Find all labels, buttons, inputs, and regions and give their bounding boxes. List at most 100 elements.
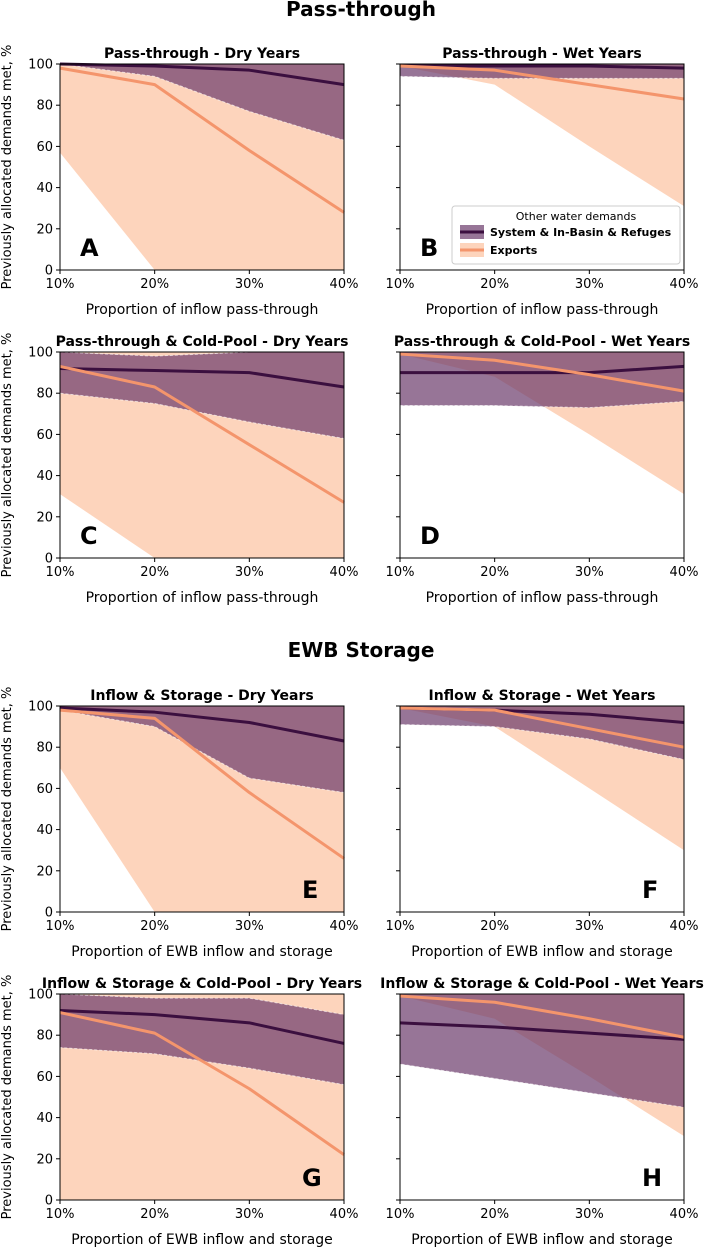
x-tick-label: 10% <box>46 919 75 934</box>
panel-letter: A <box>80 234 99 262</box>
y-tick-label: 60 <box>36 782 53 797</box>
y-tick-label: 80 <box>36 387 53 402</box>
y-tick-label: 0 <box>45 264 53 279</box>
plot-frame <box>59 993 345 1201</box>
x-tick-label: 10% <box>386 1207 415 1222</box>
panel-d: 10% 20% 30% 40% Proportion of inflow pass-th… <box>386 334 699 606</box>
x-tick-label: 20% <box>480 277 509 292</box>
exports-line <box>59 66 345 214</box>
x-tick-label: 10% <box>46 1207 75 1222</box>
panel-title: Pass-through & Cold-Pool - Wet Years <box>394 334 690 350</box>
y-tick-label: 100 <box>28 988 53 1003</box>
panel-f: 10% 20% 30% 40% Proportion of EWB inflow and… <box>386 688 699 960</box>
y-tick-label: 100 <box>28 700 53 715</box>
y-tick-label: 80 <box>36 99 53 114</box>
x-tick-label: 30% <box>235 565 264 580</box>
plot-frame <box>399 351 685 559</box>
x-tick-label: 40% <box>670 565 699 580</box>
y-tick-label: 20 <box>36 510 53 525</box>
y-axis-label: Previously allocated demands met, % <box>0 333 15 578</box>
exports-line <box>399 994 685 1039</box>
exports-line <box>59 364 345 504</box>
x-axis-label: Proportion of EWB inflow and storage <box>71 1232 332 1248</box>
x-axis-label: Proportion of EWB inflow and storage <box>411 1232 672 1248</box>
x-tick-label: 30% <box>575 919 604 934</box>
section-title-ewb-storage: EWB Storage <box>288 638 435 662</box>
y-tick-label: 60 <box>36 1070 53 1085</box>
x-tick-label: 20% <box>480 1207 509 1222</box>
y-tick-label: 60 <box>36 428 53 443</box>
system-band <box>399 351 685 409</box>
panel-title: Inflow & Storage & Cold-Pool - Wet Years <box>380 976 704 992</box>
legend-title: Other water demands <box>516 210 637 223</box>
exports-line <box>59 1011 345 1156</box>
y-tick-label: 40 <box>36 181 53 196</box>
y-axis-label: Previously allocated demands met, % <box>0 975 15 1220</box>
x-tick-label: 40% <box>330 919 359 934</box>
y-tick-label: 0 <box>45 906 53 921</box>
x-tick-label: 30% <box>235 277 264 292</box>
y-tick-label: 40 <box>36 823 53 838</box>
plot-frame <box>399 63 685 271</box>
plot-frame <box>399 705 685 913</box>
x-tick-label: 40% <box>330 565 359 580</box>
panel-letter: F <box>642 876 658 904</box>
x-tick-label: 40% <box>330 277 359 292</box>
legend: Other water demands System & In-Basin & R… <box>451 205 681 265</box>
x-axis-label: Proportion of inflow pass-through <box>426 302 659 318</box>
panel-a: 10% 20% 30% 40% 0 20 40 60 80 100 Proportion of in… <box>0 45 358 318</box>
x-tick-label: 20% <box>480 919 509 934</box>
x-tick-label: 20% <box>140 919 169 934</box>
x-tick-label: 20% <box>140 565 169 580</box>
x-tick-label: 30% <box>235 919 264 934</box>
system-line <box>59 62 345 87</box>
panel-title: Pass-through - Wet Years <box>442 46 642 62</box>
x-tick-label: 30% <box>575 565 604 580</box>
legend-label-system: System & In-Basin & Refuges <box>490 226 672 239</box>
panel-b: 10% 20% 30% 40% Proportion of inflow pass-th… <box>386 46 699 318</box>
panel-c: 10% 20% 30% 40% 0 20 40 60 80 100 Proportion of in… <box>0 333 358 606</box>
y-tick-label: 40 <box>36 469 53 484</box>
y-axis-label: Previously allocated demands met, % <box>0 45 15 290</box>
panel-g: 10% 20% 30% 40% 0 20 40 60 80 100 Proportion of EW… <box>0 975 362 1248</box>
y-tick-label: 20 <box>36 864 53 879</box>
x-axis-label: Proportion of inflow pass-through <box>86 590 319 606</box>
x-tick-label: 10% <box>386 919 415 934</box>
legend-label-exports: Exports <box>490 244 538 257</box>
panel-letter: C <box>80 522 98 550</box>
system-line <box>59 706 345 743</box>
y-tick-label: 80 <box>36 741 53 756</box>
x-tick-label: 30% <box>235 1207 264 1222</box>
y-tick-label: 40 <box>36 1111 53 1126</box>
system-line <box>400 64 685 70</box>
panel-title: Pass-through & Cold-Pool - Dry Years <box>56 334 349 350</box>
y-tick-label: 100 <box>28 58 53 73</box>
x-tick-label: 30% <box>575 277 604 292</box>
plot-frame <box>59 351 345 559</box>
y-tick-label: 60 <box>36 140 53 155</box>
section-title-pass-through: Pass-through <box>286 0 436 21</box>
x-axis-label: Proportion of inflow pass-through <box>86 302 319 318</box>
y-axis-label: Previously allocated demands met, % <box>0 687 15 932</box>
panel-letter: H <box>642 1164 662 1192</box>
x-tick-label: 10% <box>386 277 415 292</box>
plot-frame <box>399 993 685 1201</box>
x-tick-label: 10% <box>46 277 75 292</box>
y-tick-label: 100 <box>28 346 53 361</box>
panel-letter: E <box>302 876 318 904</box>
y-tick-label: 80 <box>36 1029 53 1044</box>
y-tick-label: 20 <box>36 1152 53 1167</box>
system-line <box>400 364 685 375</box>
panel-h: 10% 20% 30% 40% Proportion of EWB inflow and… <box>380 976 704 1248</box>
y-tick-label: 0 <box>45 552 53 567</box>
x-tick-label: 40% <box>670 919 699 934</box>
x-tick-label: 20% <box>140 1207 169 1222</box>
y-tick-label: 0 <box>45 1194 53 1209</box>
x-tick-label: 40% <box>670 277 699 292</box>
x-tick-label: 20% <box>140 277 169 292</box>
panel-letter: B <box>420 234 438 262</box>
legend-box <box>451 205 681 265</box>
x-tick-label: 30% <box>575 1207 604 1222</box>
panel-title: Pass-through - Dry Years <box>104 46 300 62</box>
